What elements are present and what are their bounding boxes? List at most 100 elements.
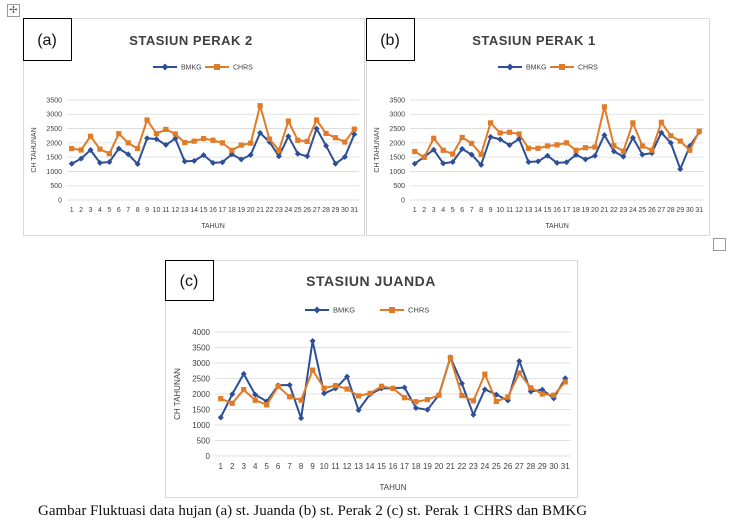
y-tick-label: 1500 — [46, 155, 62, 162]
x-tick-label: 5 — [451, 207, 455, 214]
data-point-bmkg — [162, 141, 169, 148]
y-tick-label: 3500 — [46, 97, 62, 104]
data-point-bmkg — [285, 133, 292, 140]
x-tick-label: 8 — [299, 462, 304, 471]
x-tick-label: 2 — [422, 207, 426, 214]
data-point-chrs — [563, 140, 570, 146]
y-tick-label: 0 — [58, 197, 62, 204]
x-tick-label: 9 — [489, 207, 493, 214]
x-tick-label: 6 — [117, 207, 121, 214]
data-point-chrs — [516, 370, 522, 376]
x-tick-label: 18 — [572, 207, 580, 214]
legend-label-chrs: CHRS — [578, 65, 598, 72]
data-point-chrs — [355, 393, 362, 399]
y-axis-title: CH TAHUNAN — [173, 368, 182, 420]
y-tick-label: 3000 — [192, 359, 210, 368]
data-point-bmkg — [240, 370, 247, 377]
data-point-bmkg — [424, 406, 431, 413]
x-tick-label: 3 — [241, 462, 246, 471]
data-point-bmkg — [252, 391, 259, 398]
data-point-chrs — [125, 140, 131, 146]
data-point-bmkg — [321, 390, 328, 397]
x-tick-label: 23 — [275, 207, 283, 214]
data-point-chrs — [470, 398, 476, 404]
y-tick-label: 3000 — [46, 112, 62, 119]
x-tick-label: 1 — [413, 207, 417, 214]
x-tick-label: 11 — [506, 207, 513, 214]
data-point-bmkg — [341, 153, 348, 160]
chart-frame — [165, 260, 578, 498]
data-point-chrs — [562, 379, 568, 385]
x-tick-label: 29 — [676, 207, 684, 214]
data-point-bmkg — [470, 411, 477, 418]
data-point-chrs — [219, 140, 226, 146]
y-tick-label: 2500 — [389, 126, 405, 133]
x-tick-label: 2 — [230, 462, 235, 471]
x-tick-label: 21 — [256, 207, 264, 214]
x-axis-title: TAHUN — [380, 483, 407, 492]
chart-title: STASIUN JUANDA — [306, 273, 436, 289]
legend-label-bmkg: BMKG — [333, 306, 355, 315]
data-point-bmkg — [535, 158, 542, 165]
x-tick-label: 19 — [237, 207, 245, 214]
data-point-bmkg — [430, 146, 437, 153]
chart-juanda: (c) STASIUN JUANDA BMKG CHRS 0 500 1000 1500 200… — [165, 260, 578, 498]
data-point-bmkg — [181, 158, 188, 165]
x-tick-label: 3 — [89, 207, 93, 214]
move-handle-icon[interactable]: ✢ — [7, 4, 20, 17]
data-point-chrs — [630, 120, 636, 126]
x-tick-label: 31 — [350, 207, 358, 214]
data-point-bmkg — [667, 139, 674, 146]
chart-perak-1: (b) STASIUN PERAK 1 BMKG CHRS 0 500 1000 1500 20… — [366, 18, 710, 236]
data-point-bmkg — [677, 166, 684, 173]
data-point-chrs — [285, 118, 291, 124]
data-point-bmkg — [610, 148, 617, 155]
x-tick-label: 8 — [136, 207, 140, 214]
data-point-bmkg — [563, 159, 570, 166]
data-point-chrs — [505, 394, 511, 400]
data-point-bmkg — [487, 133, 494, 140]
y-axis-title: CH TAHUNAN — [31, 127, 38, 172]
data-point-chrs — [677, 138, 683, 144]
x-tick-label: 27 — [313, 207, 321, 214]
data-point-chrs — [544, 143, 551, 149]
x-tick-label: 12 — [343, 462, 352, 471]
x-tick-label: 16 — [389, 462, 398, 471]
data-point-bmkg — [344, 373, 351, 380]
legend-marker-chrs — [214, 64, 220, 70]
x-tick-label: 7 — [287, 462, 292, 471]
data-point-chrs — [344, 386, 350, 392]
data-point-chrs — [210, 137, 216, 143]
panel-label-box — [366, 18, 415, 61]
x-tick-label: 12 — [171, 207, 179, 214]
data-point-chrs — [238, 142, 244, 148]
data-point-bmkg — [286, 382, 293, 389]
data-point-chrs — [106, 151, 112, 157]
data-point-chrs — [516, 131, 522, 137]
x-tick-label: 5 — [107, 207, 111, 214]
y-axis-title: CH TAHUNAN — [374, 127, 381, 172]
data-point-bmkg — [355, 407, 362, 414]
data-point-bmkg — [125, 151, 132, 158]
data-point-bmkg — [658, 129, 665, 136]
data-point-chrs — [488, 120, 494, 126]
x-tick-label: 7 — [126, 207, 130, 214]
legend-marker-bmkg — [313, 306, 321, 314]
x-tick-label: 22 — [457, 462, 466, 471]
x-tick-label: 20 — [434, 462, 443, 471]
data-point-chrs — [248, 140, 254, 146]
y-tick-label: 1500 — [389, 155, 405, 162]
data-point-bmkg — [539, 386, 546, 393]
x-tick-label: 27 — [657, 207, 665, 214]
data-point-chrs — [440, 147, 446, 153]
x-axis-title: TAHUN — [545, 223, 569, 230]
resize-handle-icon[interactable] — [713, 238, 726, 251]
x-tick-label: 13 — [525, 207, 533, 214]
x-tick-label: 3 — [432, 207, 436, 214]
y-tick-label: 3500 — [192, 343, 210, 352]
data-point-chrs — [200, 135, 207, 142]
data-point-chrs — [332, 135, 339, 141]
data-point-chrs — [573, 147, 579, 153]
data-point-bmkg — [481, 386, 488, 393]
x-tick-label: 8 — [479, 207, 483, 214]
